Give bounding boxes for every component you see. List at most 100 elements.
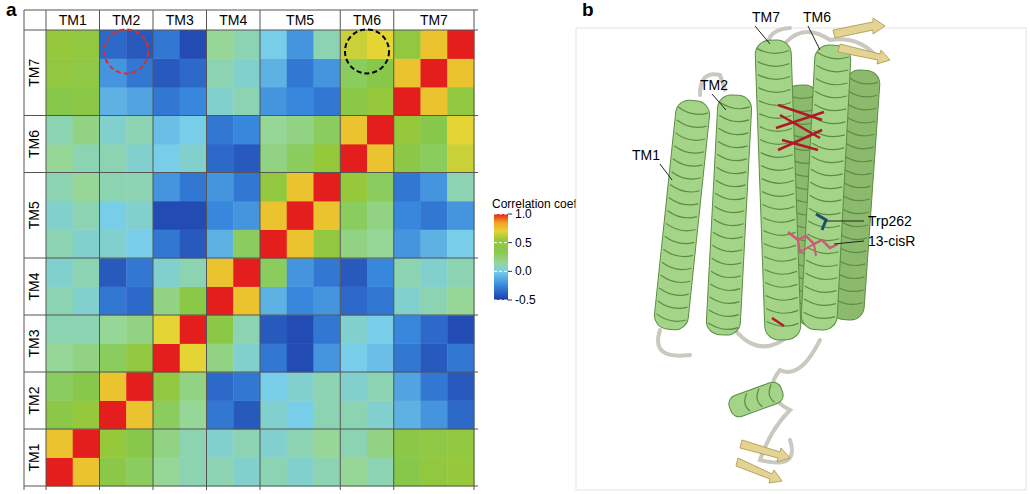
helix-turn — [843, 142, 873, 149]
heatmap-cell — [126, 344, 153, 373]
heatmap-cell — [180, 173, 207, 202]
column-label: TM6 — [353, 12, 381, 28]
heatmap-cell — [100, 344, 127, 373]
heatmap-cell — [447, 315, 474, 344]
helix-turn — [815, 78, 847, 85]
heatmap-cell — [314, 344, 341, 373]
heatmap-cell — [100, 173, 127, 202]
leader-line — [826, 221, 864, 222]
helix-turn — [713, 232, 743, 239]
heatmap-cell — [260, 372, 287, 401]
heatmap-cell — [421, 30, 448, 59]
segment-line — [24, 115, 478, 116]
heatmap-cell — [100, 144, 127, 173]
heatmap-cell — [126, 287, 153, 316]
heatmap-cell — [260, 315, 287, 344]
helix-turn — [810, 182, 842, 189]
heatmap-cell — [314, 173, 341, 202]
heatmap-cell — [394, 287, 421, 316]
heatmap-cell — [447, 429, 474, 458]
heatmap-cell — [207, 201, 234, 230]
heatmap-cell — [126, 372, 153, 401]
heatmap-cell — [207, 372, 234, 401]
heatmap-cell — [46, 59, 73, 88]
heatmap-cell — [394, 401, 421, 430]
heatmap-cell — [367, 315, 394, 344]
helix-turn — [762, 177, 794, 184]
helix — [706, 94, 753, 335]
heatmap-cell — [73, 30, 100, 59]
segment-line — [24, 258, 478, 259]
heatmap-cell — [287, 87, 314, 116]
heatmap-cell — [233, 429, 260, 458]
heatmap-cell — [367, 144, 394, 173]
heatmap-cell — [340, 144, 367, 173]
heatmap-cell — [153, 372, 180, 401]
column-label: TM1 — [59, 12, 87, 28]
helix-turn — [742, 393, 753, 412]
helix-turn — [757, 48, 789, 55]
helix-turn — [715, 193, 745, 200]
heatmap-cell — [287, 230, 314, 259]
heatmap-cell — [100, 401, 127, 430]
heatmap-cell — [233, 144, 260, 173]
heatmap-cell — [73, 429, 100, 458]
heatmap-cell — [153, 258, 180, 287]
row-label: TM6 — [26, 130, 42, 158]
helix-turn — [711, 271, 741, 278]
heatmap-cell — [340, 287, 367, 316]
heatmap-cell — [340, 201, 367, 230]
heatmap-cell — [447, 116, 474, 145]
heatmap-cell — [126, 230, 153, 259]
helix-turn — [674, 146, 704, 155]
helix-turn — [840, 194, 870, 201]
structure-label: TM2 — [700, 77, 728, 93]
heatmap-cell — [314, 144, 341, 173]
heatmap-cell — [180, 258, 207, 287]
helix-turn — [672, 159, 702, 168]
helix-turn — [805, 286, 837, 293]
heatmap-cell — [447, 173, 474, 202]
helix-turn — [712, 245, 742, 252]
helix — [755, 39, 801, 340]
heatmap-cell — [367, 116, 394, 145]
structure-label: TM1 — [632, 147, 660, 163]
colorbar-tick — [508, 300, 512, 301]
heatmap-cell — [180, 59, 207, 88]
helix-turn — [661, 262, 691, 271]
heatmap-cell — [180, 144, 207, 173]
heatmap-cell — [340, 230, 367, 259]
colorbar-tick-label: -0.5 — [515, 293, 536, 307]
heatmap-cell — [394, 173, 421, 202]
helix-turn — [676, 120, 706, 129]
heatmap-cell — [367, 87, 394, 116]
heatmap-cell — [126, 59, 153, 88]
helix-turn — [807, 247, 839, 254]
segment-line — [24, 172, 478, 173]
heatmap-cell — [73, 87, 100, 116]
helix-turn — [765, 268, 797, 275]
heatmap-cell — [207, 59, 234, 88]
helix-turn — [718, 128, 748, 135]
row-label: TM1 — [26, 443, 42, 471]
heatmap-cell — [421, 315, 448, 344]
helix-turn — [668, 198, 698, 207]
heatmap-cell — [340, 344, 367, 373]
row-label: TM5 — [26, 201, 42, 229]
helix-turn — [667, 210, 697, 219]
helix-turn — [809, 208, 841, 215]
heatmap-cell — [394, 87, 421, 116]
heatmap-cell — [126, 116, 153, 145]
row-label: TM2 — [26, 386, 42, 414]
panel-label: a — [6, 0, 17, 20]
helix-turn — [846, 103, 876, 110]
heatmap-cell — [233, 116, 260, 145]
heatmap-cell — [233, 315, 260, 344]
helix-turn — [660, 275, 690, 284]
colorbar-tick-inner — [494, 242, 508, 243]
heatmap-cell — [207, 173, 234, 202]
helix-turn — [842, 155, 872, 162]
helix-body — [726, 380, 785, 419]
heatmap-cell — [340, 258, 367, 287]
heatmap-cell — [287, 30, 314, 59]
